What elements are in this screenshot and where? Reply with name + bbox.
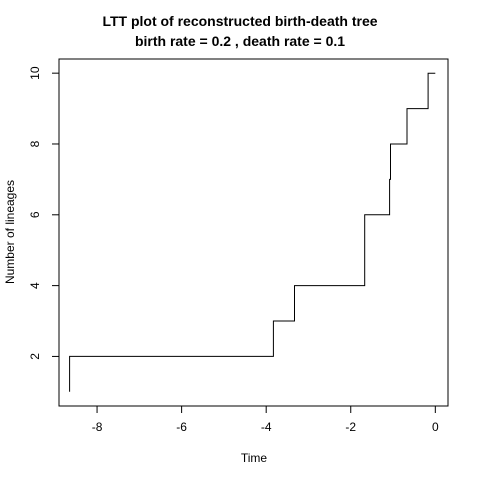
y-axis: 2 4 6 8 10 bbox=[28, 66, 59, 360]
y-tick-label: 2 bbox=[28, 353, 42, 360]
y-axis-label: Number of lineages bbox=[3, 180, 17, 284]
x-axis: -8 -6 -4 -2 0 bbox=[92, 406, 439, 434]
x-tick-label: -4 bbox=[261, 420, 272, 434]
ltt-step-line bbox=[69, 72, 436, 392]
y-tick-label: 6 bbox=[28, 211, 42, 218]
chart-subtitle: birth rate = 0.2 , death rate = 0.1 bbox=[135, 33, 345, 49]
x-axis-label: Time bbox=[241, 451, 268, 465]
x-tick-label: -6 bbox=[176, 420, 187, 434]
plot-box bbox=[58, 58, 449, 407]
y-tick-label: 4 bbox=[28, 282, 42, 289]
y-tick-label: 10 bbox=[28, 66, 42, 80]
x-tick-label: 0 bbox=[432, 420, 439, 434]
x-tick-label: -8 bbox=[92, 420, 103, 434]
x-tick-label: -2 bbox=[345, 420, 356, 434]
y-tick-label: 8 bbox=[28, 140, 42, 147]
chart-title: LTT plot of reconstructed birth-death tr… bbox=[102, 13, 377, 29]
